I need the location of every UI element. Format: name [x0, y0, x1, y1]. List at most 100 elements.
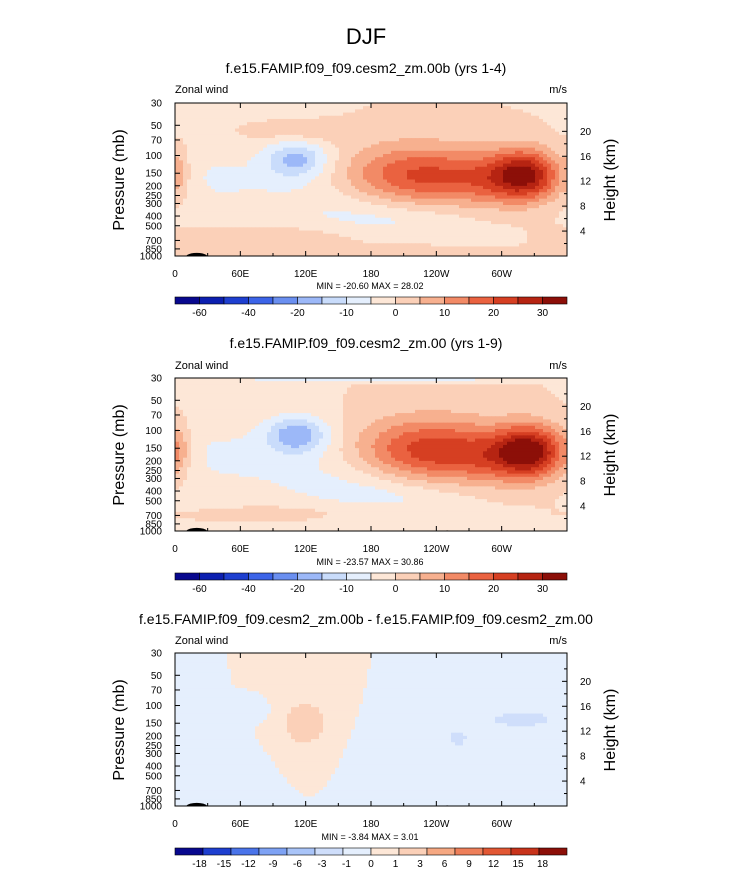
- field-cell: [531, 236, 536, 241]
- field-cell: [327, 381, 332, 385]
- field-cell: [555, 109, 560, 113]
- field-cell: [287, 195, 292, 200]
- field-cell: [463, 169, 468, 174]
- field-cell: [383, 173, 388, 177]
- field-cell: [215, 214, 220, 219]
- field-cell: [555, 118, 560, 123]
- field-cell: [507, 192, 512, 196]
- field-cell: [215, 118, 220, 123]
- field-cell: [307, 169, 312, 174]
- panel-1-field: [175, 103, 568, 257]
- field-cell: [475, 125, 480, 129]
- field-cell: [215, 106, 220, 110]
- field-cell: [219, 122, 224, 126]
- field-cell: [447, 192, 452, 196]
- field-cell: [247, 182, 252, 187]
- panel-1-y2label: Height (km): [602, 139, 619, 222]
- field-cell: [471, 227, 476, 231]
- field-cell: [303, 115, 308, 120]
- field-cell: [367, 115, 372, 120]
- field-cell: [275, 125, 280, 129]
- field-cell: [471, 182, 476, 187]
- field-cell: [495, 381, 500, 385]
- field-cell: [503, 134, 508, 139]
- field-cell: [371, 236, 376, 241]
- field-cell: [259, 147, 264, 152]
- field-cell: [543, 211, 548, 215]
- field-cell: [231, 106, 236, 110]
- field-cell: [179, 189, 184, 193]
- field-cell: [375, 179, 380, 184]
- field-cell: [439, 150, 444, 155]
- field-cell: [451, 230, 456, 235]
- field-cell: [383, 246, 388, 251]
- field-cell: [443, 192, 448, 196]
- field-cell: [463, 118, 468, 123]
- panel-2: f.e15.FAMIP.f09_f09.cesm2_zm.00 (yrs 1-9…: [111, 335, 619, 595]
- field-cell: [271, 230, 276, 235]
- field-cell: [295, 179, 300, 184]
- field-cell: [543, 128, 548, 133]
- field-cell: [415, 109, 420, 113]
- field-cell: [319, 144, 324, 149]
- field-cell: [539, 230, 544, 235]
- field-cell: [187, 147, 192, 152]
- field-cell: [355, 150, 360, 155]
- field-cell: [527, 173, 532, 177]
- field-cell: [323, 112, 328, 117]
- field-cell: [439, 147, 444, 152]
- field-cell: [319, 173, 324, 177]
- field-cell: [387, 128, 392, 133]
- field-cell: [183, 160, 188, 164]
- field-cell: [435, 169, 440, 174]
- field-cell: [323, 122, 328, 126]
- field-cell: [295, 217, 300, 222]
- field-cell: [371, 214, 376, 219]
- field-cell: [503, 173, 508, 177]
- field-cell: [495, 182, 500, 187]
- field-cell: [547, 208, 552, 212]
- field-cell: [535, 220, 540, 225]
- field-cell: [339, 252, 344, 257]
- field-cell: [387, 214, 392, 219]
- field-cell: [283, 122, 288, 126]
- field-cell: [247, 163, 252, 168]
- field-cell: [427, 128, 432, 133]
- field-cell: [507, 150, 512, 155]
- field-cell: [463, 233, 468, 238]
- field-cell: [323, 109, 328, 113]
- field-cell: [283, 208, 288, 212]
- field-cell: [351, 141, 356, 145]
- field-cell: [515, 150, 520, 155]
- field-cell: [475, 103, 480, 107]
- field-cell: [515, 128, 520, 133]
- field-cell: [515, 220, 520, 225]
- field-cell: [563, 378, 568, 382]
- field-cell: [539, 189, 544, 193]
- field-cell: [175, 163, 180, 168]
- field-cell: [483, 157, 488, 161]
- field-cell: [551, 243, 556, 247]
- field-cell: [383, 224, 388, 228]
- field-cell: [303, 217, 308, 222]
- field-cell: [547, 115, 552, 120]
- field-cell: [479, 134, 484, 139]
- field-cell: [247, 150, 252, 155]
- field-cell: [475, 179, 480, 184]
- field-cell: [211, 214, 216, 219]
- field-cell: [507, 179, 512, 184]
- field-cell: [299, 182, 304, 187]
- field-cell: [559, 179, 564, 184]
- field-cell: [435, 150, 440, 155]
- field-cell: [295, 157, 300, 161]
- field-cell: [327, 224, 332, 228]
- field-cell: [459, 147, 464, 152]
- field-cell: [407, 147, 412, 152]
- field-cell: [259, 240, 264, 244]
- field-cell: [275, 246, 280, 251]
- field-cell: [415, 230, 420, 235]
- field-cell: [291, 189, 296, 193]
- field-cell: [243, 224, 248, 228]
- field-cell: [415, 381, 420, 385]
- field-cell: [427, 224, 432, 228]
